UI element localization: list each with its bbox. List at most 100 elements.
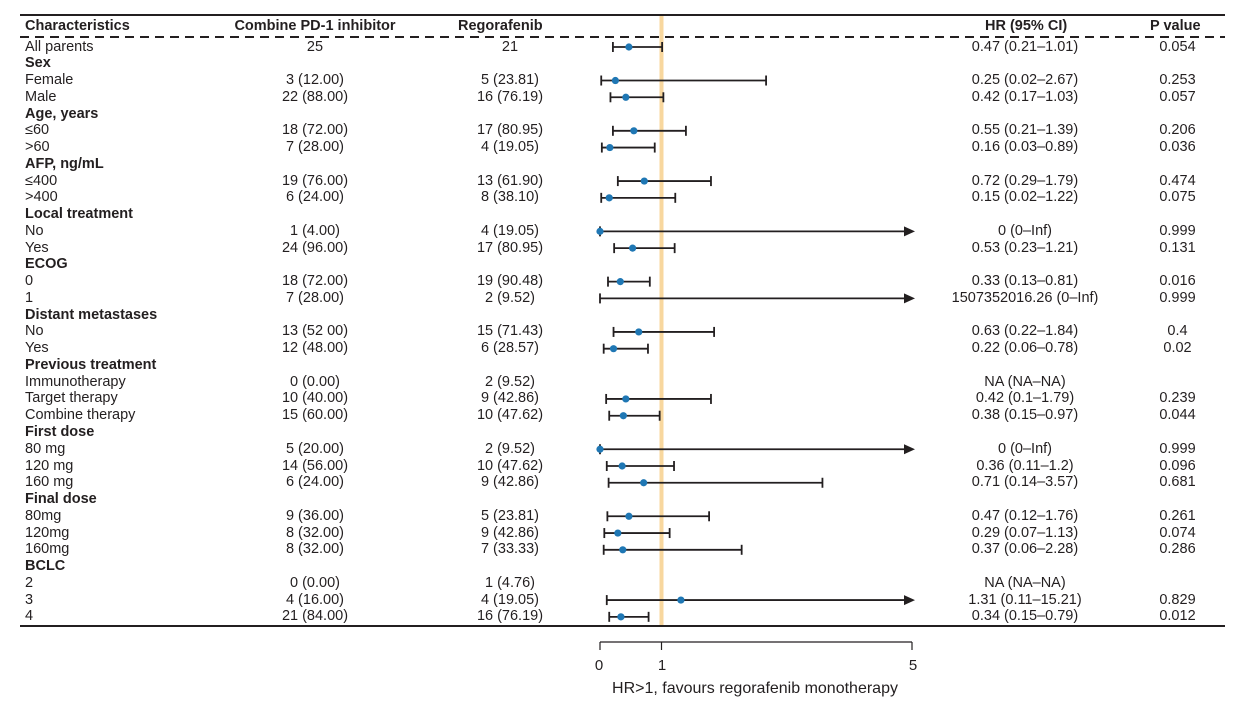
p-value: 0.999 — [1159, 289, 1196, 306]
hr-point — [596, 227, 604, 235]
p-value: 0.074 — [1159, 524, 1196, 541]
hr-ci-text: NA (NA–NA) — [984, 373, 1066, 390]
ci-arrow-high — [904, 293, 915, 304]
hr-point — [605, 194, 613, 202]
header-characteristics: Characteristics — [25, 18, 130, 34]
hr-ci-text: 0.42 (0.1–1.79) — [975, 390, 1075, 407]
p-value: 0.012 — [1159, 608, 1196, 625]
group-header-row: Distant metastases — [0, 307, 1255, 324]
hr-point — [611, 76, 619, 85]
combine-count: 3 (12.00) — [285, 72, 345, 89]
regorafenib-count: 2 (9.52) — [485, 289, 535, 306]
row-label: Immunotherapy — [25, 373, 126, 390]
combine-count: 6 (24.00) — [285, 189, 345, 206]
regorafenib-count: 10 (47.62) — [476, 457, 544, 474]
hr-point — [640, 177, 648, 185]
regorafenib-count: 9 (42.86) — [480, 474, 540, 491]
hr-point — [622, 395, 630, 403]
row-label: Combine therapy — [25, 407, 136, 424]
row-label: 1 — [25, 289, 34, 306]
table-row: Combine therapy 15 (60.00) 10 (47.62) 0.38 … — [0, 407, 1255, 424]
row-label: Female — [25, 72, 74, 89]
header-regorafenib: Regorafenib — [458, 18, 543, 34]
hr-point — [635, 328, 643, 336]
reference-line-hr1 — [659, 14, 664, 626]
group-header-row: Final dose — [0, 491, 1255, 508]
p-value: 0.054 — [1159, 38, 1196, 55]
row-label: 2 — [25, 574, 34, 591]
group-header-row: Local treatment — [0, 206, 1255, 223]
regorafenib-count: 9 (42.86) — [480, 524, 540, 541]
regorafenib-count: 5 (23.81) — [480, 72, 540, 89]
table-row: 160mg 8 (32.00) 7 (33.33) 0.37 (0.06–2.28) 0… — [0, 541, 1255, 558]
hr-ci-text: 0.55 (0.21–1.39) — [971, 122, 1079, 139]
row-label: 160 mg — [25, 474, 74, 491]
group-header-row: First dose — [0, 424, 1255, 441]
row-label: 80 mg — [25, 440, 66, 457]
group-label: First dose — [25, 423, 95, 440]
hr-ci-text: 0.47 (0.12–1.76) — [971, 507, 1079, 524]
group-header-row: Previous treatment — [0, 357, 1255, 374]
combine-count: 18 (72.00) — [281, 273, 349, 290]
regorafenib-count: 15 (71.43) — [476, 323, 544, 340]
regorafenib-count: 8 (38.10) — [480, 189, 540, 206]
row-label: ≤400 — [25, 172, 58, 189]
table-row: 120mg 8 (32.00) 9 (42.86) 0.29 (0.07–1.13) 0… — [0, 525, 1255, 542]
hr-ci-text: 1507352016.26 (0–Inf) — [951, 289, 1099, 306]
regorafenib-count: 4 (19.05) — [480, 139, 540, 156]
combine-count: 21 (84.00) — [281, 608, 349, 625]
hr-ci-text: 0.37 (0.06–2.28) — [971, 541, 1079, 558]
regorafenib-count: 17 (80.95) — [476, 122, 544, 139]
row-label: No — [25, 222, 44, 239]
row-label: 120mg — [25, 524, 70, 541]
regorafenib-count: 4 (19.05) — [480, 591, 540, 608]
hr-ci-text: 0.53 (0.23–1.21) — [971, 239, 1079, 256]
x-tick-label-1: 1 — [657, 657, 667, 674]
p-value: 0.02 — [1163, 340, 1192, 357]
table-row: 160 mg 6 (24.00) 9 (42.86) 0.71 (0.14–3.57)… — [0, 474, 1255, 491]
group-label: Final dose — [25, 491, 97, 508]
hr-ci-text: 0 (0–Inf) — [998, 222, 1052, 239]
table-row: Yes 12 (48.00) 6 (28.57) 0.22 (0.06–0.78) 0.… — [0, 340, 1255, 357]
table-row: Yes 24 (96.00) 17 (80.95) 0.53 (0.23–1.21) 0… — [0, 240, 1255, 257]
combine-count: 13 (52 00) — [281, 323, 349, 340]
hr-ci-text: 0.36 (0.11–1.2) — [976, 457, 1074, 474]
table-row: 4 21 (84.00) 16 (76.19) 0.34 (0.15–0.79) 0.0… — [0, 608, 1255, 625]
hr-point — [614, 529, 622, 537]
p-value: 0.057 — [1159, 88, 1196, 105]
p-value: 0.829 — [1159, 591, 1196, 608]
regorafenib-count: 16 (76.19) — [476, 608, 544, 625]
hr-ci-text: 0.47 (0.21–1.01) — [971, 38, 1079, 55]
table-row: >60 7 (28.00) 4 (19.05) 0.16 (0.03–0.89) 0.0… — [0, 139, 1255, 156]
table-row: 80mg 9 (36.00) 5 (23.81) 0.47 (0.12–1.76) 0.… — [0, 508, 1255, 525]
regorafenib-count: 10 (47.62) — [476, 407, 544, 424]
table-row: Female 3 (12.00) 5 (23.81) 0.25 (0.02–2.67)… — [0, 72, 1255, 89]
table-row: All parents 25 21 0.47 (0.21–1.01) 0.054 — [0, 39, 1255, 56]
hr-point — [628, 244, 637, 252]
p-value: 0.999 — [1159, 440, 1196, 457]
row-label: Yes — [25, 239, 49, 256]
group-label: Local treatment — [25, 206, 133, 223]
header-combine: Combine PD-1 inhibitor — [234, 18, 396, 34]
hr-ci-text: 0.42 (0.17–1.03) — [971, 88, 1079, 105]
hr-ci-text: 0.22 (0.06–0.78) — [971, 340, 1079, 357]
regorafenib-count: 2 (9.52) — [485, 373, 535, 390]
row-label: 80mg — [25, 507, 62, 524]
table-row: ≤60 18 (72.00) 17 (80.95) 0.55 (0.21–1.39) 0… — [0, 122, 1255, 139]
p-value: 0.016 — [1159, 273, 1196, 290]
table-row: 120 mg 14 (56.00) 10 (47.62) 0.36 (0.11–1.2… — [0, 458, 1255, 475]
table-row: >400 6 (24.00) 8 (38.10) 0.15 (0.02–1.22) 0.… — [0, 189, 1255, 206]
p-value: 0.075 — [1159, 189, 1196, 206]
group-label: Sex — [25, 55, 51, 72]
p-value: 0.286 — [1159, 541, 1196, 558]
combine-count: 9 (36.00) — [285, 507, 345, 524]
combine-count: 7 (28.00) — [285, 139, 345, 156]
ci-arrow-high — [904, 226, 915, 237]
p-value: 0.4 — [1167, 323, 1188, 340]
row-label: No — [25, 323, 44, 340]
regorafenib-count: 17 (80.95) — [476, 239, 544, 256]
combine-count: 8 (32.00) — [285, 541, 345, 558]
row-label: >60 — [25, 139, 50, 156]
p-value: 0.253 — [1159, 72, 1196, 89]
